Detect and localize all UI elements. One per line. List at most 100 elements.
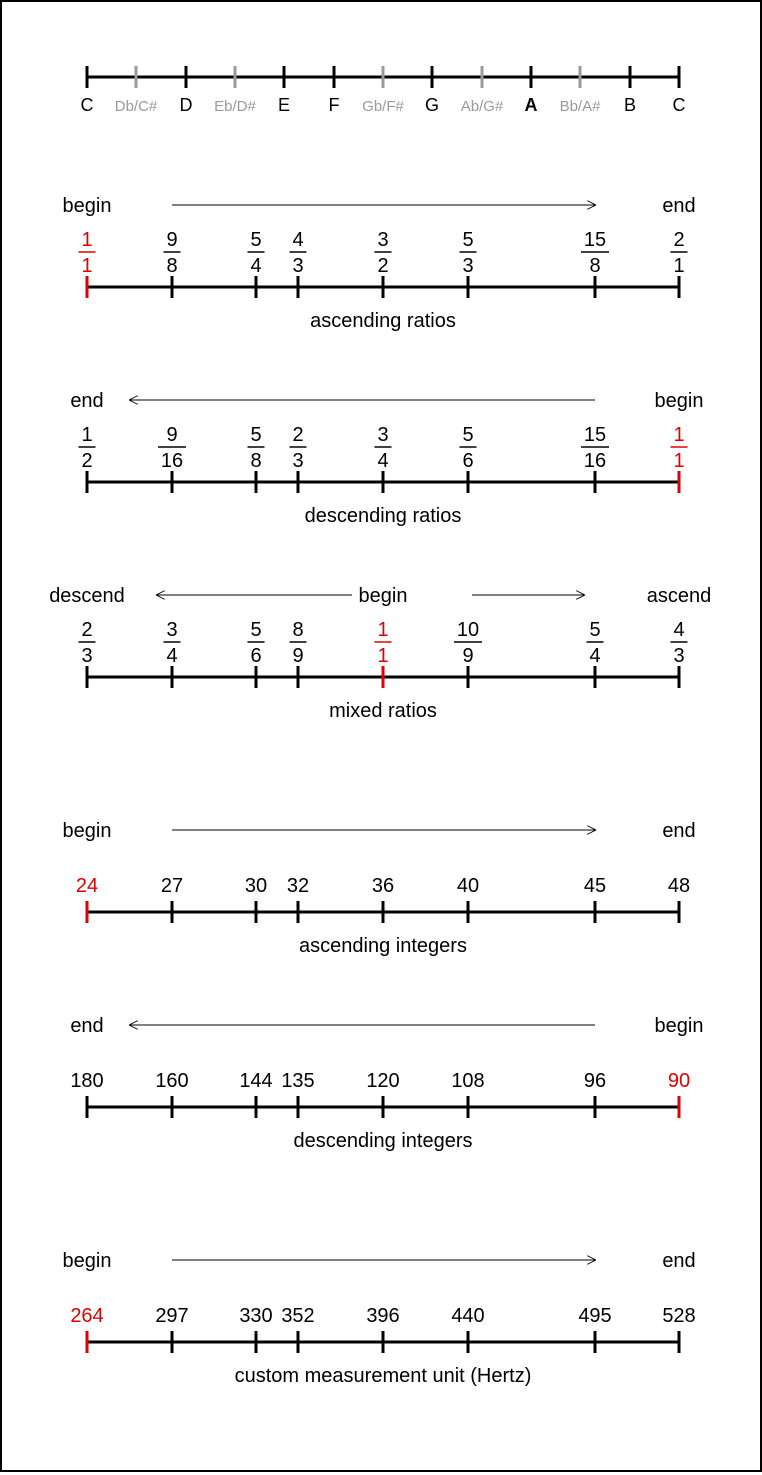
fraction-denominator: 3	[81, 645, 92, 667]
fraction-denominator: 16	[161, 450, 183, 472]
row-value: 297	[155, 1305, 188, 1327]
fraction-denominator: 3	[462, 255, 473, 277]
fraction-numerator: 3	[377, 424, 388, 446]
row-value: 90	[668, 1070, 690, 1092]
top-scale-note-label: A	[525, 95, 538, 115]
fraction-numerator: 3	[166, 619, 177, 641]
row-value: 352	[281, 1305, 314, 1327]
fraction-denominator: 8	[589, 255, 600, 277]
fraction-denominator: 1	[673, 255, 684, 277]
row-caption: ascending integers	[299, 935, 467, 957]
fraction-denominator: 4	[377, 450, 388, 472]
fraction-numerator: 2	[81, 619, 92, 641]
row-value: 120	[366, 1070, 399, 1092]
row-value: 45	[584, 875, 606, 897]
top-scale-note-label: C	[673, 95, 686, 115]
row-label-left: end	[70, 390, 103, 412]
fraction-denominator: 3	[292, 450, 303, 472]
row-label-right: end	[662, 195, 695, 217]
row-label-left: end	[70, 1015, 103, 1037]
fraction-denominator: 3	[673, 645, 684, 667]
fraction-numerator: 3	[377, 229, 388, 251]
fraction-numerator: 10	[457, 619, 479, 641]
fraction-numerator: 4	[292, 229, 303, 251]
fraction-denominator: 6	[462, 450, 473, 472]
top-scale-note-label: Db/C#	[115, 98, 158, 115]
fraction-denominator: 4	[250, 255, 261, 277]
row-label-center: begin	[359, 585, 408, 607]
fraction-numerator: 5	[462, 229, 473, 251]
row-value: 495	[578, 1305, 611, 1327]
row-label-left: begin	[63, 1250, 112, 1272]
row-value: 30	[245, 875, 267, 897]
fraction-denominator: 3	[292, 255, 303, 277]
fraction-denominator: 16	[584, 450, 606, 472]
row-value: 144	[239, 1070, 272, 1092]
top-scale-note-label: C	[81, 95, 94, 115]
row-label-right: ascend	[647, 585, 712, 607]
fraction-denominator: 1	[377, 645, 388, 667]
row-value: 396	[366, 1305, 399, 1327]
fraction-numerator: 9	[166, 424, 177, 446]
fraction-denominator: 8	[250, 450, 261, 472]
row-value: 40	[457, 875, 479, 897]
fraction-numerator: 1	[81, 229, 92, 251]
fraction-numerator: 2	[292, 424, 303, 446]
fraction-denominator: 2	[377, 255, 388, 277]
fraction-numerator: 1	[81, 424, 92, 446]
top-scale-note-label: E	[278, 95, 290, 115]
fraction-denominator: 8	[166, 255, 177, 277]
fraction-denominator: 2	[81, 450, 92, 472]
row-value: 528	[662, 1305, 695, 1327]
fraction-denominator: 6	[250, 645, 261, 667]
top-scale-note-label: F	[329, 95, 340, 115]
top-scale-note-label: D	[180, 95, 193, 115]
top-scale-note-label: Eb/D#	[214, 98, 256, 115]
row-value: 36	[372, 875, 394, 897]
fraction-denominator: 1	[81, 255, 92, 277]
row-value: 160	[155, 1070, 188, 1092]
top-scale-note-label: B	[624, 95, 636, 115]
fraction-numerator: 5	[250, 229, 261, 251]
top-scale-note-label: Gb/F#	[362, 98, 404, 115]
top-scale-note-label: Ab/G#	[461, 98, 504, 115]
row-label-right: end	[662, 820, 695, 842]
row-label-right: begin	[655, 1015, 704, 1037]
row-value: 24	[76, 875, 98, 897]
row-value: 440	[451, 1305, 484, 1327]
fraction-numerator: 5	[250, 619, 261, 641]
row-caption: descending ratios	[305, 505, 462, 527]
row-caption: custom measurement unit (Hertz)	[235, 1365, 532, 1387]
fraction-denominator: 9	[462, 645, 473, 667]
fraction-numerator: 5	[250, 424, 261, 446]
row-label-left: begin	[63, 195, 112, 217]
row-label-left: begin	[63, 820, 112, 842]
fraction-numerator: 1	[377, 619, 388, 641]
row-caption: descending integers	[293, 1130, 472, 1152]
fraction-numerator: 5	[462, 424, 473, 446]
fraction-numerator: 4	[673, 619, 684, 641]
fraction-denominator: 4	[589, 645, 600, 667]
row-label-right: begin	[655, 390, 704, 412]
top-scale-note-label: Bb/A#	[560, 98, 602, 115]
fraction-numerator: 2	[673, 229, 684, 251]
top-scale-note-label: G	[425, 95, 439, 115]
row-label-left: descend	[49, 585, 125, 607]
page-frame: C Db/C# D Eb/D# E F Gb/F# G Ab/G# A Bb/A# B Cbegin en…	[0, 0, 762, 1472]
fraction-numerator: 9	[166, 229, 177, 251]
fraction-numerator: 8	[292, 619, 303, 641]
fraction-denominator: 1	[673, 450, 684, 472]
fraction-numerator: 15	[584, 229, 606, 251]
fraction-numerator: 1	[673, 424, 684, 446]
row-caption: mixed ratios	[329, 700, 437, 722]
row-value: 135	[281, 1070, 314, 1092]
row-value: 264	[70, 1305, 103, 1327]
row-value: 96	[584, 1070, 606, 1092]
fraction-denominator: 9	[292, 645, 303, 667]
row-value: 32	[287, 875, 309, 897]
row-caption: ascending ratios	[310, 310, 456, 332]
fraction-numerator: 15	[584, 424, 606, 446]
row-value: 27	[161, 875, 183, 897]
fraction-numerator: 5	[589, 619, 600, 641]
row-value: 330	[239, 1305, 272, 1327]
